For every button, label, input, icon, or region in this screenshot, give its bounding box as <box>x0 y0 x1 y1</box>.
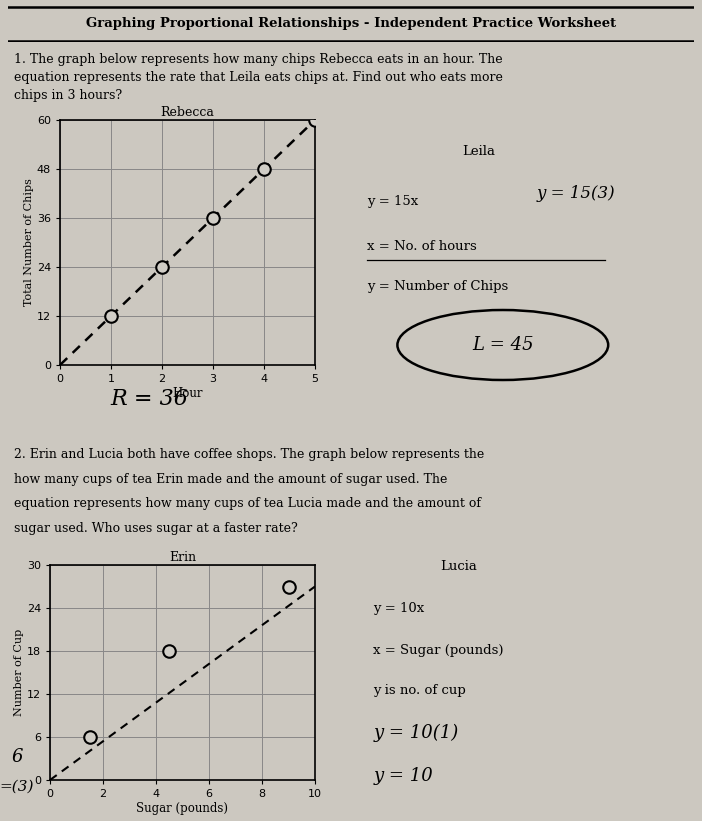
Text: equation represents how many cups of tea Lucia made and the amount of: equation represents how many cups of tea… <box>14 498 481 510</box>
Text: y = 10(1): y = 10(1) <box>373 724 458 742</box>
Text: sugar used. Who uses sugar at a faster rate?: sugar used. Who uses sugar at a faster r… <box>14 522 298 535</box>
Title: Rebecca: Rebecca <box>161 106 214 119</box>
Text: y = 10x: y = 10x <box>373 602 425 615</box>
Text: y = 10: y = 10 <box>373 767 433 785</box>
Text: 6: 6 <box>11 749 22 766</box>
Y-axis label: Number of Cup: Number of Cup <box>14 629 24 716</box>
Text: R = 36: R = 36 <box>110 388 188 410</box>
Title: Erin: Erin <box>169 551 196 564</box>
Text: chips in 3 hours?: chips in 3 hours? <box>14 89 122 102</box>
Text: Graphing Proportional Relationships - Independent Practice Worksheet: Graphing Proportional Relationships - In… <box>86 16 616 30</box>
Text: how many cups of tea Erin made and the amount of sugar used. The: how many cups of tea Erin made and the a… <box>14 473 447 485</box>
Text: 2. Erin and Lucia both have coffee shops. The graph below represents the: 2. Erin and Lucia both have coffee shops… <box>14 447 484 461</box>
Text: x = Sugar (pounds): x = Sugar (pounds) <box>373 644 504 658</box>
Text: =(3): =(3) <box>0 780 34 794</box>
X-axis label: Hour: Hour <box>172 387 203 400</box>
Text: L = 45: L = 45 <box>472 336 534 354</box>
Text: y = 15(3): y = 15(3) <box>537 185 616 202</box>
Text: equation represents the rate that Leila eats chips at. Find out who eats more: equation represents the rate that Leila … <box>14 71 503 84</box>
Text: y = Number of Chips: y = Number of Chips <box>367 280 508 293</box>
Text: y = 15x: y = 15x <box>367 195 418 208</box>
Text: x = No. of hours: x = No. of hours <box>367 240 477 253</box>
Text: y is no. of cup: y is no. of cup <box>373 684 466 697</box>
Text: 1. The graph below represents how many chips Rebecca eats in an hour. The: 1. The graph below represents how many c… <box>14 53 503 66</box>
Text: Lucia: Lucia <box>441 560 477 573</box>
Y-axis label: Total Number of Chips: Total Number of Chips <box>24 178 34 306</box>
FancyBboxPatch shape <box>0 7 702 41</box>
X-axis label: Sugar (pounds): Sugar (pounds) <box>136 802 228 814</box>
Text: Leila: Leila <box>463 145 496 158</box>
